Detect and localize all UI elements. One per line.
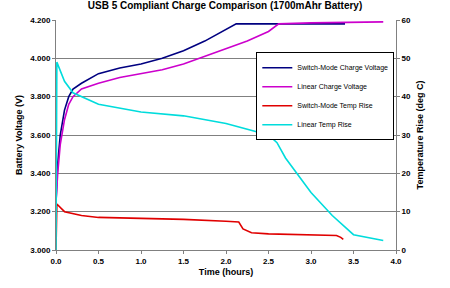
svg-text:Time (hours): Time (hours): [199, 267, 253, 277]
svg-text:3.400: 3.400: [30, 169, 51, 178]
svg-text:3.200: 3.200: [30, 207, 51, 216]
svg-text:Linear Charge Voltage: Linear Charge Voltage: [297, 83, 367, 91]
svg-text:1.5: 1.5: [178, 257, 190, 266]
svg-text:0.0: 0.0: [50, 257, 62, 266]
svg-text:3.800: 3.800: [30, 92, 51, 101]
svg-text:0.5: 0.5: [93, 257, 105, 266]
svg-text:Linear Temp Rise: Linear Temp Rise: [297, 121, 351, 129]
svg-text:USB 5 Compliant Charge Compari: USB 5 Compliant Charge Comparison (1700m…: [88, 0, 363, 11]
svg-text:30: 30: [402, 131, 411, 140]
svg-text:Battery Voltage (V): Battery Voltage (V): [14, 95, 24, 175]
svg-text:10: 10: [402, 207, 411, 216]
svg-text:20: 20: [402, 169, 411, 178]
svg-text:2.0: 2.0: [220, 257, 232, 266]
svg-text:1.0: 1.0: [135, 257, 147, 266]
svg-text:3.0: 3.0: [305, 257, 317, 266]
svg-text:Temperature Rise (deg C): Temperature Rise (deg C): [415, 81, 425, 190]
svg-text:4.000: 4.000: [30, 54, 51, 63]
svg-text:4.0: 4.0: [390, 257, 402, 266]
svg-text:3.000: 3.000: [30, 246, 51, 255]
svg-text:4.200: 4.200: [30, 16, 51, 25]
svg-text:0: 0: [402, 246, 407, 255]
svg-text:60: 60: [402, 16, 411, 25]
svg-text:2.5: 2.5: [263, 257, 275, 266]
svg-text:3.600: 3.600: [30, 131, 51, 140]
svg-text:40: 40: [402, 92, 411, 101]
svg-text:Switch-Mode Charge Voltage: Switch-Mode Charge Voltage: [297, 64, 388, 72]
svg-text:3.5: 3.5: [348, 257, 360, 266]
svg-text:50: 50: [402, 54, 411, 63]
svg-text:Switch-Mode Temp Rise: Switch-Mode Temp Rise: [297, 102, 372, 110]
